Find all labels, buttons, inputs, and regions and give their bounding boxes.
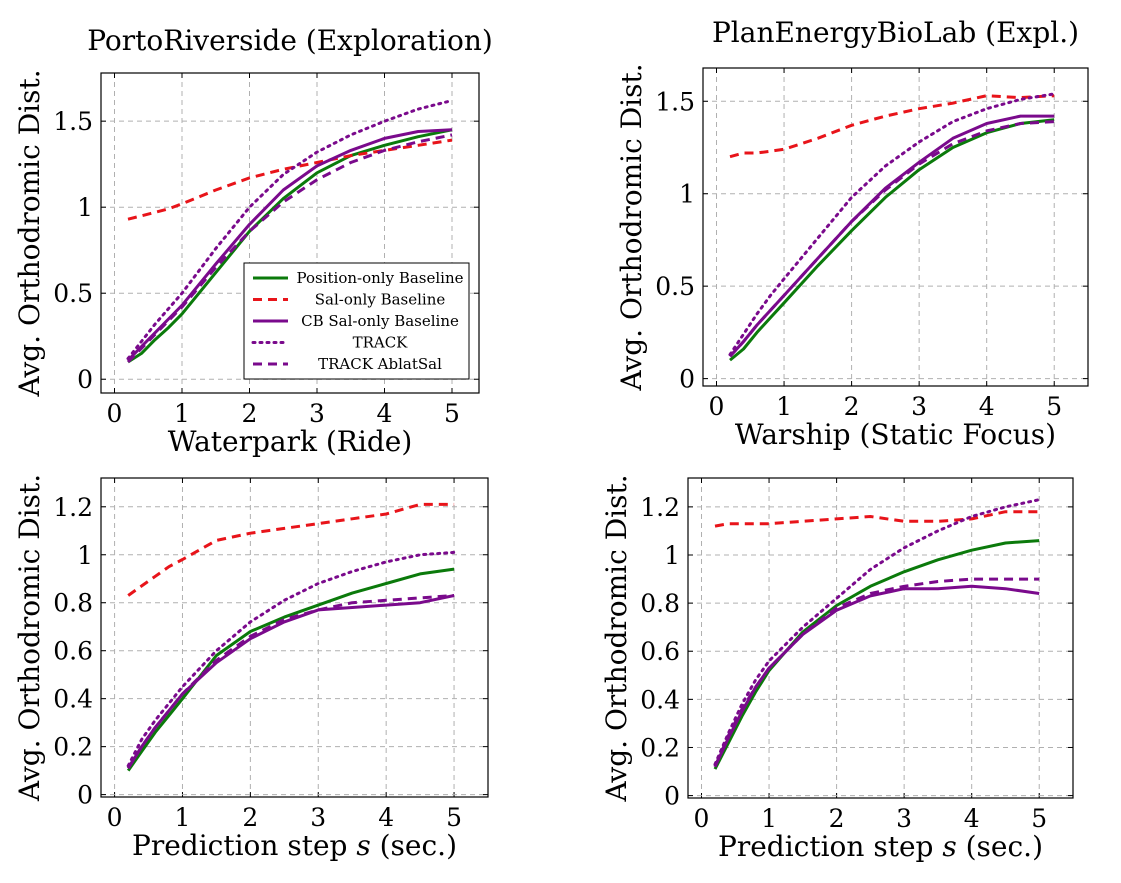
x-tick-label: 5 — [444, 399, 460, 428]
x-tick-label: 3 — [896, 804, 912, 833]
x-axis-label: Warship (Static Focus) — [735, 418, 1056, 451]
series-line-cb-sal-only-baseline — [126, 594, 455, 769]
series-line-sal-only-baseline — [127, 502, 455, 597]
series-line-track — [126, 550, 456, 768]
x-axis-label: Prediction step s (sec.) — [718, 830, 1043, 863]
plot-frame — [687, 477, 1074, 799]
series-line-position-only-baseline — [126, 567, 455, 772]
y-tick-label: 1.2 — [640, 493, 680, 522]
plot-frame — [100, 477, 489, 798]
legend-label: CB Sal-only Baseline — [301, 312, 459, 330]
series-line-cb-sal-only-baseline — [728, 114, 1055, 358]
series-line-track-ablatsal — [728, 120, 1055, 358]
y-axis-label: Avg. Orthodromic Dist. — [600, 474, 633, 802]
y-tick-label: 0.6 — [640, 637, 680, 666]
x-tick-label: 2 — [242, 803, 258, 832]
series-line-track — [728, 92, 1056, 357]
series-line-track-ablatsal — [713, 577, 1040, 768]
legend: Position-only Baseline Sal-only Baseline C… — [243, 262, 470, 380]
chart-title: PortoRiverside (Exploration) — [87, 24, 493, 57]
y-tick-label: 0 — [679, 365, 695, 394]
y-tick-label: 0.5 — [53, 279, 93, 308]
x-tick-label: 0 — [107, 399, 123, 428]
series-line-track-ablatsal — [126, 133, 453, 364]
y-tick-label: 0 — [77, 365, 93, 394]
y-tick-label: 1 — [77, 541, 93, 570]
x-tick-label: 2 — [829, 804, 845, 833]
y-tick-label: 0.2 — [53, 733, 93, 762]
y-tick-label: 1 — [77, 193, 93, 222]
series-line-sal-only-baseline — [729, 94, 1055, 159]
chart-title: PlanEnergyBioLab (Expl.) — [712, 16, 1079, 49]
series-line-track-ablatsal — [126, 594, 455, 769]
series-line-sal-only-baseline — [714, 510, 1040, 528]
y-tick-label: 0.8 — [640, 589, 680, 618]
y-tick-label: 1 — [664, 541, 680, 570]
series-line-track — [126, 99, 454, 361]
y-tick-label: 1.5 — [655, 87, 695, 116]
y-tick-label: 1.5 — [53, 107, 93, 136]
x-tick-label: 4 — [964, 804, 980, 833]
y-tick-label: 0.5 — [655, 272, 695, 301]
x-tick-label: 2 — [242, 399, 258, 428]
y-tick-label: 0.4 — [640, 685, 680, 714]
plot-frame — [100, 72, 480, 394]
x-tick-label: 5 — [1031, 804, 1047, 833]
y-tick-label: 0.6 — [53, 637, 93, 666]
series-line-track — [713, 498, 1041, 766]
x-tick-label: 4 — [979, 392, 995, 421]
x-tick-label: 4 — [378, 803, 394, 832]
x-tick-label: 0 — [107, 803, 123, 832]
y-axis-label: Avg. Orthodromic Dist. — [615, 63, 648, 391]
y-tick-label: 0 — [77, 781, 93, 810]
y-axis-label: Avg. Orthodromic Dist. — [13, 69, 46, 397]
legend-label: TRACK AblatSal — [318, 355, 442, 373]
series-line-position-only-baseline — [713, 539, 1040, 770]
x-tick-label: 3 — [309, 399, 325, 428]
x-tick-label: 0 — [694, 804, 710, 833]
x-tick-label: 1 — [761, 804, 777, 833]
series-line-position-only-baseline — [127, 128, 453, 364]
x-tick-label: 1 — [175, 803, 191, 832]
x-tick-label: 3 — [310, 803, 326, 832]
y-tick-label: 0 — [664, 782, 680, 811]
x-tick-label: 3 — [911, 392, 927, 421]
x-tick-label: 2 — [844, 392, 860, 421]
y-tick-label: 0.8 — [53, 589, 93, 618]
x-tick-label: 4 — [377, 399, 393, 428]
x-tick-label: 5 — [446, 803, 462, 832]
legend-label: Sal-only Baseline — [315, 291, 446, 309]
x-tick-label: 5 — [1046, 392, 1062, 421]
legend-label: Position-only Baseline — [297, 269, 464, 287]
x-tick-label: 1 — [174, 399, 190, 428]
y-tick-label: 0.4 — [53, 685, 93, 714]
chart-panel-4: 0 1 2 3 4 5 0 0.2 0.4 0.6 0.8 1 1.2 Prediction step s… — [600, 474, 1074, 863]
chart-panel-2: PlanEnergyBioLab (Expl.) 0 1 2 3 4 5 0 0.5 1 1.5 Wa… — [615, 16, 1089, 451]
chart-panel-3: 0 1 2 3 4 5 0 0.2 0.4 0.6 0.8 1 1.2 Prediction step s… — [13, 474, 489, 862]
series-line-position-only-baseline — [729, 118, 1055, 362]
y-tick-label: 1 — [679, 180, 695, 209]
y-tick-label: 0.2 — [640, 733, 680, 762]
x-tick-label: 0 — [709, 392, 725, 421]
x-axis-label: Waterpark (Ride) — [168, 425, 413, 458]
chart-panel-1: PortoRiverside (Exploration) 0 1 2 3 4 5 0 0.5 1 1… — [13, 24, 493, 458]
y-axis-label: Avg. Orthodromic Dist. — [13, 474, 46, 802]
x-tick-label: 1 — [776, 392, 792, 421]
series-line-sal-only-baseline — [127, 138, 453, 221]
legend-label: TRACK — [353, 334, 409, 352]
series-line-cb-sal-only-baseline — [713, 584, 1040, 768]
x-axis-label: Prediction step s (sec.) — [132, 829, 457, 862]
series-line-cb-sal-only-baseline — [126, 128, 453, 362]
y-tick-label: 1.2 — [53, 493, 93, 522]
plot-frame — [702, 67, 1089, 387]
